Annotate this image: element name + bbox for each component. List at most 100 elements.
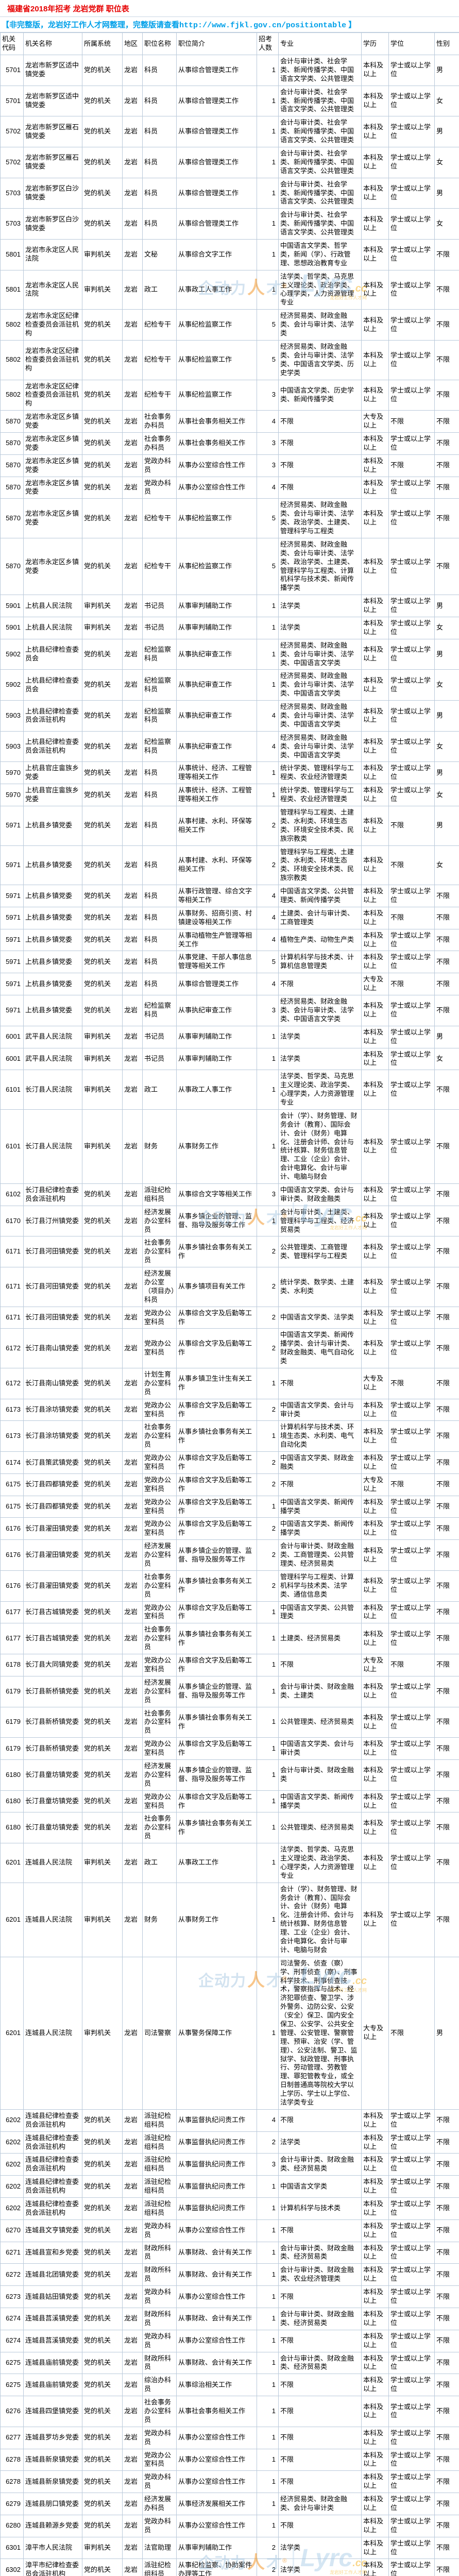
cell-count: 1 bbox=[257, 1495, 279, 1518]
cell-system: 党的机关 bbox=[82, 85, 123, 117]
cell-count: 1 bbox=[257, 638, 279, 670]
cell-position: 党政办科员 bbox=[142, 2285, 177, 2308]
cell-region: 龙岩 bbox=[122, 454, 143, 477]
cell-agency: 长汀县新桥镇党委 bbox=[23, 1675, 82, 1707]
cell-code: 6170 bbox=[0, 1205, 24, 1237]
cell-code: 6102 bbox=[0, 1183, 24, 1206]
cell-agency: 漳平市人民法院 bbox=[23, 2536, 82, 2560]
cell-region: 龙岩 bbox=[122, 55, 143, 86]
cell-degree: 学士或以上学位 bbox=[388, 2329, 435, 2352]
cell-major: 经济贸易类、财政金融类、会计与审计类、法学类、政治学类、土建类、管理科学与工程类 bbox=[278, 498, 362, 538]
cell-agency: 龙岩市永定区人民法院 bbox=[23, 269, 82, 310]
cell-agency: 长汀县四都镇党委 bbox=[23, 1495, 82, 1518]
cell-region: 龙岩 bbox=[122, 2493, 143, 2515]
cell-system: 党的机关 bbox=[82, 1183, 123, 1206]
cell-agency: 长汀县河田镇党委 bbox=[23, 1236, 82, 1268]
cell-degree: 学士或以上学位 bbox=[388, 2241, 435, 2264]
cell-position: 经济发展办公室科员 bbox=[142, 1759, 177, 1791]
cell-degree: 学士或以上学位 bbox=[388, 995, 435, 1026]
cell-system: 党的机关 bbox=[82, 2426, 123, 2449]
cell-region: 龙岩 bbox=[122, 1570, 143, 1602]
cell-count: 2 bbox=[257, 1398, 279, 1421]
cell-major: 法学类 bbox=[278, 2536, 362, 2560]
cell-gender: 不限 bbox=[434, 1539, 459, 1571]
cell-position: 政工 bbox=[142, 269, 177, 310]
cell-gender: 不限 bbox=[434, 2470, 459, 2494]
cell-region: 龙岩 bbox=[122, 1070, 143, 1110]
cell-education: 本科及以上 bbox=[361, 309, 389, 341]
cell-gender: 不限 bbox=[434, 1843, 459, 1883]
cell-region: 龙岩 bbox=[122, 1956, 143, 2110]
cell-degree: 学士或以上学位 bbox=[388, 239, 435, 270]
cell-region: 龙岩 bbox=[122, 1495, 143, 1518]
cell-agency: 龙岩市永定区乡镇党委 bbox=[23, 410, 82, 433]
cell-count: 1 bbox=[257, 208, 279, 240]
table-row: 6101 长汀县人民法院 审判机关 龙岩 政工 从事政工人事工作 1 法学类、哲学类、马克思主… bbox=[0, 1070, 459, 1110]
cell-duty: 从事综合文字及后勤等工作 bbox=[176, 1790, 257, 1813]
table-row: 6171 长汀县河田镇党委 党的机关 龙岩 经济发展办公室（项目办）科员 从事乡镇项目有关… bbox=[0, 1267, 459, 1307]
cell-degree: 学士或以上学位 bbox=[388, 2396, 435, 2427]
cell-code: 5971 bbox=[0, 928, 24, 952]
cell-degree: 学士或以上学位 bbox=[388, 1236, 435, 1268]
cell-code: 6275 bbox=[0, 2374, 24, 2397]
table-row: 6171 长汀县河田镇党委 党的机关 龙岩 党政办公室科员 从事综合文字及后勤等工作 2 中国… bbox=[0, 1306, 459, 1329]
cell-count: 2 bbox=[257, 1236, 279, 1268]
cell-code: 6302 bbox=[0, 2558, 24, 2576]
table-row: 6174 长汀县策武镇党委 党的机关 龙岩 党政办公室科员 从事综合文字及后勤等工作 2 中国… bbox=[0, 1451, 459, 1474]
cell-system: 党的机关 bbox=[82, 1495, 123, 1518]
cell-count: 2 bbox=[257, 2536, 279, 2560]
cell-major: 会计（学）、财务管理、财务会计（教育）、国际会计、会计（财务）电算化、注册会计师… bbox=[278, 1109, 362, 1184]
cell-count: 1 bbox=[257, 2470, 279, 2494]
cell-education: 本科及以上 bbox=[361, 1047, 389, 1071]
cell-degree: 不限 bbox=[388, 845, 435, 886]
cell-region: 龙岩 bbox=[122, 2426, 143, 2449]
cell-major: 统计学类、数学类、土建类、水利类 bbox=[278, 1267, 362, 1307]
cell-position: 党政办科员 bbox=[142, 2514, 177, 2537]
cell-count: 5 bbox=[257, 951, 279, 974]
cell-count: 1 bbox=[257, 784, 279, 807]
cell-duty: 从事社会事务相关工作 bbox=[176, 2396, 257, 2427]
cell-gender: 不限 bbox=[434, 239, 459, 270]
cell-region: 龙岩 bbox=[122, 1205, 143, 1237]
cell-agency: 龙岩市新罗区适中镇党委 bbox=[23, 55, 82, 86]
cell-region: 龙岩 bbox=[122, 616, 143, 639]
cell-count: 1 bbox=[257, 1675, 279, 1707]
cell-count: 1 bbox=[257, 1025, 279, 1048]
cell-region: 龙岩 bbox=[122, 1473, 143, 1496]
cell-duty: 从事乡镇卫生计生有关工作 bbox=[176, 1368, 257, 1399]
cell-code: 6202 bbox=[0, 2197, 24, 2220]
cell-gender: 不限 bbox=[434, 2558, 459, 2576]
cell-duty: 从事政工工作 bbox=[176, 1843, 257, 1883]
cell-system: 党的机关 bbox=[82, 1601, 123, 1624]
cell-system: 党的机关 bbox=[82, 973, 123, 996]
cell-region: 龙岩 bbox=[122, 995, 143, 1026]
cell-duty: 从事乡镇社会事务有关工作 bbox=[176, 1236, 257, 1268]
cell-agency: 龙岩市新罗区适中镇党委 bbox=[23, 85, 82, 117]
cell-count: 1 bbox=[257, 1601, 279, 1624]
cell-gender: 不限 bbox=[434, 537, 459, 596]
cell-education: 本科及以上 bbox=[361, 1267, 389, 1307]
cell-major: 会计与审计类、财政金融类、土建类 bbox=[278, 1675, 362, 1707]
cell-duty: 从事行政管理、综合文字等相关工作 bbox=[176, 885, 257, 907]
cell-system: 党的机关 bbox=[82, 410, 123, 433]
cell-degree: 学士或以上学位 bbox=[388, 147, 435, 178]
cell-duty: 从事综合管理类工作 bbox=[176, 208, 257, 240]
cell-gender: 女 bbox=[434, 85, 459, 117]
cell-duty: 从事审判辅助工作 bbox=[176, 2536, 257, 2560]
cell-system: 党的机关 bbox=[82, 700, 123, 732]
table-row: 5801 龙岩市永定区人民法院 审判机关 龙岩 文秘 从事综合文字工作 1 中国语言文学类、哲… bbox=[0, 239, 459, 270]
cell-duty: 从事财政、会计有关工作 bbox=[176, 2351, 257, 2375]
notice-url-link[interactable]: http://www.fjkl.gov.cn/positiontable bbox=[179, 21, 347, 30]
cell-education: 本科及以上 bbox=[361, 1570, 389, 1602]
cell-major: 经济贸易类、财政金融类、会计与审计类 bbox=[278, 2493, 362, 2515]
cell-region: 龙岩 bbox=[122, 1328, 143, 1368]
cell-region: 龙岩 bbox=[122, 537, 143, 596]
cell-gender: 不限 bbox=[434, 2426, 459, 2449]
cell-count: 2 bbox=[257, 1306, 279, 1329]
cell-gender: 不限 bbox=[434, 1328, 459, 1368]
cell-region: 龙岩 bbox=[122, 638, 143, 670]
cell-agency: 连城县庙前镇党委 bbox=[23, 2351, 82, 2375]
cell-position: 党政办公室科员 bbox=[142, 2448, 177, 2471]
cell-agency: 龙岩市永定区纪律检查委员会派驻机构 bbox=[23, 340, 82, 380]
cell-education: 本科及以上 bbox=[361, 116, 389, 148]
